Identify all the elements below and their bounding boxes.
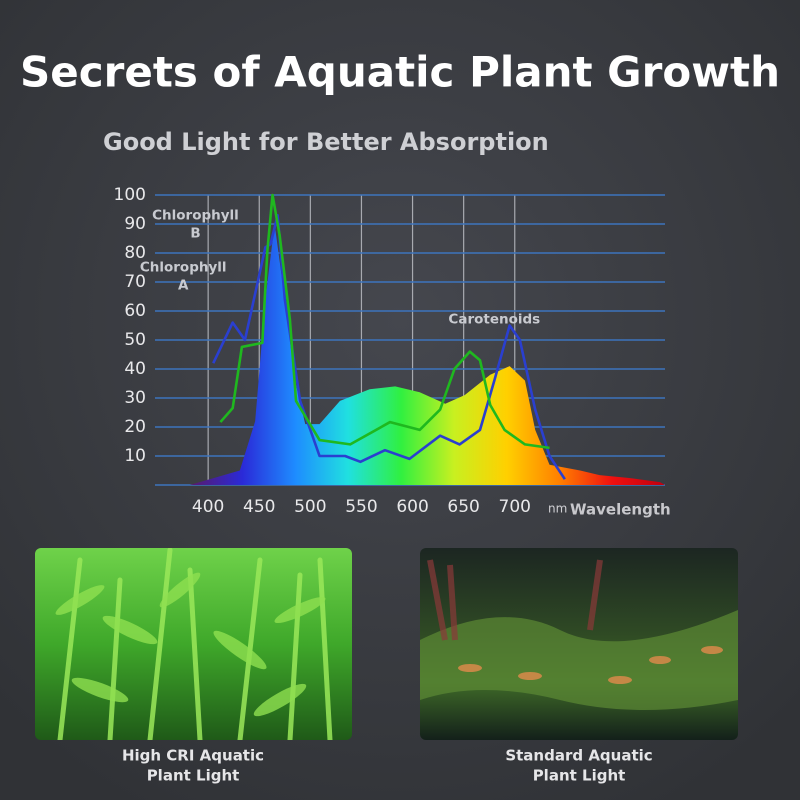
page-title: Secrets of Aquatic Plant Growth	[20, 48, 780, 97]
y-tick-label: 80	[124, 243, 146, 263]
series-line	[219, 193, 550, 450]
panel-caption: Plant Light	[147, 767, 240, 785]
y-tick-label: 70	[124, 272, 146, 292]
chart: 400 450 500 550 600 650 700 10 20 30 40 50 60 70 80 90 1…	[114, 185, 671, 519]
y-tick-label: 60	[124, 301, 146, 321]
y-tick-label: 90	[124, 214, 146, 234]
panel-caption: Plant Light	[533, 767, 626, 785]
panel-caption: Standard Aquatic	[505, 747, 652, 765]
x-tick-label: 550	[345, 497, 377, 517]
x-axis-label: Wavelength	[570, 501, 671, 519]
spectrum-area	[189, 224, 665, 485]
annotation: Chlorophyll	[140, 260, 227, 276]
x-tick-label: 500	[294, 497, 326, 517]
y-tick-label: 100	[114, 185, 146, 205]
annotation: Carotenoids	[448, 312, 540, 328]
annotation: A	[178, 278, 189, 294]
x-tick-label: 450	[243, 497, 275, 517]
y-tick-label: 30	[124, 388, 146, 408]
y-tick-label: 20	[124, 417, 146, 437]
annotation: Chlorophyll	[152, 207, 239, 223]
x-tick-label: 600	[396, 497, 428, 517]
x-tick-label: 650	[447, 497, 479, 517]
x-axis-unit: nm	[548, 502, 567, 516]
photo-high-cri	[35, 548, 352, 740]
annotation: B	[190, 225, 200, 241]
y-tick-label: 40	[124, 359, 146, 379]
y-tick-label: 10	[124, 446, 146, 466]
photo-standard	[420, 548, 738, 740]
x-tick-label: 400	[192, 497, 224, 517]
x-tick-label: 700	[499, 497, 531, 517]
panel-caption: High CRI Aquatic	[122, 747, 264, 765]
chart-title: Good Light for Better Absorption	[103, 128, 549, 156]
y-tick-label: 50	[124, 330, 146, 350]
